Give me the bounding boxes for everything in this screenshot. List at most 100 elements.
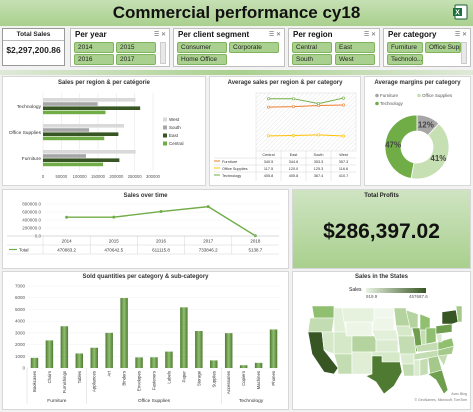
slicer-item-central[interactable]: Central — [292, 42, 332, 53]
legend-swatch-central — [163, 141, 167, 146]
map-attribution-sources: © GeoNames, Microsoft, TomTom — [414, 398, 468, 402]
slicer-item-technology[interactable]: Technolo... — [387, 54, 423, 65]
y-tick-label: 600000.0 — [22, 210, 41, 215]
slicer-item-furniture[interactable]: Furniture — [387, 42, 423, 53]
data-point — [159, 210, 163, 214]
y-tick-label: 7000 — [15, 284, 26, 289]
slicer-item-2015[interactable]: 2015 — [116, 42, 156, 53]
x-tick-label: Paper — [181, 370, 186, 382]
bar-machines — [254, 362, 263, 368]
state-missouri — [397, 335, 417, 355]
clear-filter-icon[interactable]: ☰ ✕ — [153, 32, 166, 38]
data-point — [342, 134, 346, 138]
data-point — [206, 205, 210, 209]
x-tick-label: Storage — [196, 370, 201, 386]
state-pennsylvania — [435, 323, 453, 335]
segment-slicer-title: Per client segment — [178, 30, 250, 39]
column-label: 2018 — [250, 239, 261, 244]
chart-title: Sales per region & per catégorie — [57, 80, 151, 86]
x-tick-label: Binders — [122, 371, 127, 386]
series-line-technology — [268, 97, 344, 105]
table-cell: 116.6 — [339, 167, 348, 171]
clear-filter-icon[interactable]: ☰ ✕ — [363, 32, 376, 38]
state-montana — [341, 307, 375, 323]
data-point — [292, 134, 296, 138]
state-colorado — [351, 335, 377, 353]
year-slicer-title: Per year — [75, 30, 107, 39]
data-point — [266, 97, 270, 101]
x-tick-label: Chairs — [47, 371, 52, 383]
bar-envelopes — [135, 357, 143, 368]
x-tick-label: Labels — [166, 371, 171, 384]
quantities-plot: 7000 6000 5000 4000 3000 2000 1000 0 Bookcases Ch… — [15, 284, 281, 404]
column-label: West — [339, 153, 349, 157]
clear-filter-icon[interactable]: ☰ ✕ — [268, 32, 281, 38]
bar-binders — [120, 298, 128, 368]
data-point — [317, 102, 321, 106]
x-tick-label: Phones — [271, 371, 276, 386]
map-legend-min: 919.9 — [366, 294, 378, 299]
table-cell: 410.7 — [339, 174, 349, 178]
legend-swatch-office-supplies — [417, 93, 421, 98]
total-sales-card: Total Sales $2,297,200.86 — [2, 28, 65, 66]
table-cell: 405.8 — [289, 174, 299, 178]
bar-central-furniture — [43, 162, 104, 167]
slicer-item-office-supplies[interactable]: Office Supplies — [425, 42, 461, 53]
x-tick-label: 150000 — [91, 174, 106, 179]
plot-area — [255, 92, 357, 152]
bar-bookcases — [30, 357, 39, 368]
bar-tables — [75, 353, 84, 368]
y-tick-label: 6000 — [15, 295, 26, 300]
bar-south-furniture — [43, 154, 87, 158]
year-slicer: Per year ☰ ✕ 2014 2015 2016 2017 — [70, 28, 170, 67]
bar-south-technology — [43, 102, 98, 106]
data-point — [292, 105, 296, 109]
slice-label: 47% — [385, 141, 401, 150]
total-sales-value: $2,297,200.86 — [6, 45, 61, 55]
group-label: Technology — [239, 398, 264, 404]
segment-slicer: Per client segment ☰ ✕ Consumer Corporat… — [173, 28, 285, 67]
table-cell: 353.3 — [314, 160, 324, 164]
x-tick-label: Accessories — [226, 371, 231, 394]
slicer-item-2017[interactable]: 2017 — [116, 54, 156, 65]
slicer-item-south[interactable]: South — [292, 54, 332, 65]
slicer-item-home-office[interactable]: Home Office — [177, 54, 227, 65]
sales-over-time-plot: 800000.0600000.0400000.0200000.00.020144… — [7, 202, 279, 255]
slicer-item-2016[interactable]: 2016 — [74, 54, 114, 65]
y-tick-label: 400000.0 — [22, 218, 41, 223]
x-tick-label: 100000 — [73, 174, 88, 179]
group-label: Office Supplies — [138, 398, 171, 404]
legend-swatch-east — [163, 133, 167, 138]
slicer-scrollbar[interactable] — [160, 42, 166, 64]
category-label: Technology — [17, 104, 42, 110]
divider-strip — [0, 70, 473, 75]
slicer-scrollbar[interactable] — [461, 42, 467, 64]
bar-appliances — [90, 347, 98, 368]
data-point — [317, 133, 321, 137]
group-label: Furniture — [47, 398, 67, 404]
slicer-item-east[interactable]: East — [335, 42, 375, 53]
clear-filter-icon[interactable]: ☰ ✕ — [454, 32, 467, 38]
y-tick-label: 200000.0 — [22, 226, 41, 231]
total-profits-value: $286,397.02 — [323, 220, 440, 243]
slicer-item-consumer[interactable]: Consumer — [177, 42, 227, 53]
quantities-chart: Sold quantities per category & sub-categ… — [2, 271, 289, 410]
bar-storage — [195, 331, 203, 368]
table-cell: 357.3 — [339, 160, 349, 164]
map-legend-title: Sales — [349, 287, 362, 293]
slicer-item-corporate[interactable]: Corporate — [229, 42, 279, 53]
y-tick-label: 1000 — [15, 354, 26, 359]
table-cell: 470083.2 — [57, 248, 76, 253]
bar-accessories — [224, 333, 233, 368]
x-tick-label: Tables — [77, 371, 82, 383]
us-states-map[interactable] — [302, 302, 462, 400]
map-legend-gradient — [366, 288, 426, 293]
slicer-item-2014[interactable]: 2014 — [74, 42, 114, 53]
table-cell: 125.3 — [314, 167, 324, 171]
x-tick-label: Machines — [256, 371, 261, 389]
slicer-item-west[interactable]: West — [335, 54, 375, 65]
x-tick-label: 300000 — [146, 174, 161, 179]
column-label: 2015 — [109, 239, 120, 244]
table-cell: 405.8 — [264, 174, 274, 178]
sales-over-time-chart: Sales over time 800000.0 600000.0 400000.0… — [2, 189, 289, 269]
